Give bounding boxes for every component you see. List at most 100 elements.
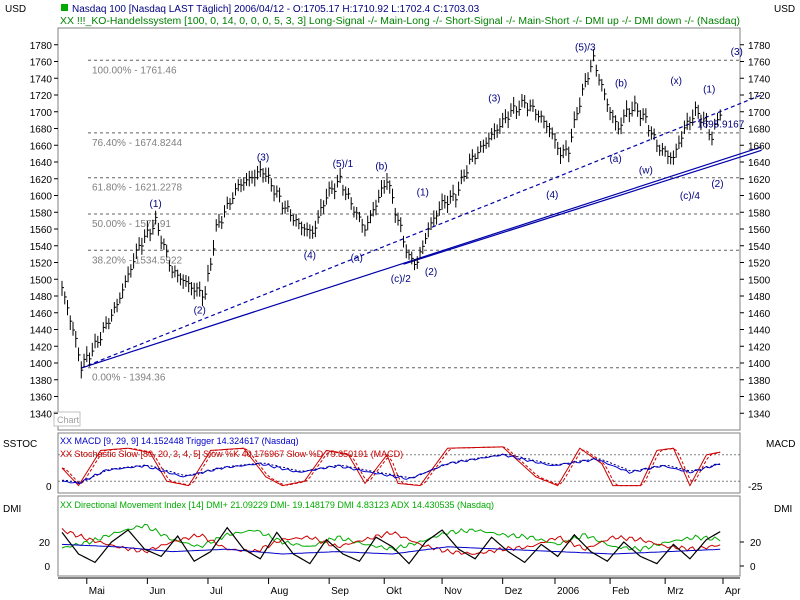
left-y-tick-label: 1500 — [30, 275, 53, 286]
chart-title: Nasdaq 100 [Nasdaq LAST Täglich] 2006/04… — [72, 4, 480, 15]
left-y-tick-label: 1700 — [30, 108, 53, 119]
sstoc-panel-frame — [57, 432, 741, 494]
sstoc-panel-label: SSTOC — [3, 439, 37, 450]
wave-label: (2) — [711, 179, 723, 190]
right-y-tick-label: 1740 — [748, 74, 771, 85]
right-y-tick-label: 1480 — [748, 292, 771, 303]
dmi-panel-frame — [57, 495, 741, 577]
left-y-tick-label: 1420 — [30, 342, 53, 353]
left-y-tick-label: 1340 — [30, 409, 53, 420]
wave-label: (c)/4 — [680, 191, 700, 202]
wave-label: (1) — [703, 84, 715, 95]
right-y-tick-label: 1700 — [748, 108, 771, 119]
stoch-slow-d-line — [61, 446, 721, 487]
right-y-tick-label: 1500 — [748, 275, 771, 286]
month-label: Mrz — [667, 586, 684, 597]
month-label: Feb — [612, 586, 630, 597]
left-y-tick-label: 1520 — [30, 259, 53, 270]
wave-label: (a) — [609, 154, 621, 165]
left-y-tick-label: 1740 — [30, 74, 53, 85]
right-y-tick-label: 1420 — [748, 342, 771, 353]
left-y-tick-label: 1720 — [30, 91, 53, 102]
month-label: Mai — [89, 586, 105, 597]
left-y-tick-label: 1760 — [30, 58, 53, 69]
last-value-label: 1695.9167 — [697, 120, 745, 131]
right-y-tick-label: 1780 — [748, 41, 771, 52]
month-label: Nov — [444, 586, 462, 597]
dmi-line — [61, 526, 721, 565]
right-axis-unit: USD — [774, 4, 795, 15]
right-y-tick-label: 1580 — [748, 208, 771, 219]
left-y-tick-label: 1380 — [30, 376, 53, 387]
left-y-tick-label: 1400 — [30, 359, 53, 370]
right-y-tick-label: 1540 — [748, 242, 771, 253]
right-y-tick-label: 1760 — [748, 58, 771, 69]
month-label: Aug — [271, 586, 289, 597]
watermark-text: Chart — [57, 415, 80, 425]
stoch-slow-k-line — [61, 446, 721, 487]
right-y-tick-label: 1340 — [748, 409, 771, 420]
month-label: Jun — [149, 586, 165, 597]
left-y-tick-label: 1600 — [30, 192, 53, 203]
left-y-tick-label: 1640 — [30, 158, 53, 169]
adx-line — [61, 543, 721, 555]
right-y-tick-label: 1720 — [748, 91, 771, 102]
fib-level-label: 61.80% - 1621.2278 — [92, 183, 183, 194]
trading-system-legend: XX !!!_KO-Handelssystem [100, 0, 14, 0, … — [60, 16, 740, 27]
dmi-minus-line — [61, 528, 721, 555]
right-y-tick-label: 1360 — [748, 393, 771, 404]
wave-label: (5)/3 — [575, 43, 596, 54]
right-y-tick-label: 1400 — [748, 359, 771, 370]
left-y-tick-label: 1660 — [30, 141, 53, 152]
sstoc-tick-label: 0 — [46, 482, 52, 493]
wave-label: (w) — [639, 166, 653, 177]
dmi-legend: XX Directional Movement Index [14] DMI+ … — [60, 500, 494, 510]
month-label: Apr — [725, 586, 741, 597]
left-y-tick-label: 1560 — [30, 225, 53, 236]
fib-level-label: 0.00% - 1394.36 — [92, 373, 166, 384]
fib-level-label: 38.20% - 1534.5922 — [92, 255, 183, 266]
dmi-left-tick-label: 20 — [39, 538, 51, 549]
wave-label: (3) — [257, 152, 269, 163]
left-y-tick-label: 1780 — [30, 41, 53, 52]
dmi-left-tick-label: 0 — [44, 562, 50, 573]
macd-panel-label: MACD — [766, 439, 795, 450]
dmi-right-tick-label: 0 — [750, 562, 756, 573]
fib-level-label: 100.00% - 1761.46 — [92, 65, 177, 76]
wave-label: (x) — [670, 76, 682, 87]
support-trendline — [403, 149, 762, 265]
right-y-tick-label: 1660 — [748, 141, 771, 152]
month-label: 2006 — [557, 586, 580, 597]
left-y-tick-label: 1440 — [30, 326, 53, 337]
left-y-tick-label: 1360 — [30, 393, 53, 404]
wave-label: (4) — [304, 250, 316, 261]
left-y-tick-label: 1680 — [30, 125, 53, 136]
dmi-panel-label-right: DMI — [774, 504, 792, 515]
dmi-right-tick-label: 20 — [750, 538, 762, 549]
right-y-tick-label: 1440 — [748, 326, 771, 337]
left-y-tick-label: 1460 — [30, 309, 53, 320]
left-y-tick-label: 1620 — [30, 175, 53, 186]
macd-line — [61, 453, 721, 485]
right-y-tick-label: 1680 — [748, 125, 771, 136]
wave-label: (3) — [731, 47, 743, 58]
wave-label: (5)/1 — [333, 159, 354, 170]
macd-tick-label: -25 — [748, 482, 763, 493]
month-label: Sep — [331, 586, 349, 597]
month-label: Jul — [210, 586, 223, 597]
wave-label: (1) — [417, 188, 429, 199]
right-y-tick-label: 1460 — [748, 309, 771, 320]
watermark-box — [53, 411, 81, 427]
month-label: Dez — [505, 586, 523, 597]
right-y-tick-label: 1520 — [748, 259, 771, 270]
right-y-tick-label: 1560 — [748, 225, 771, 236]
fib-level-label: 50.00% - 1577.91 — [92, 219, 171, 230]
wave-label: (b) — [375, 162, 387, 173]
right-y-tick-label: 1620 — [748, 175, 771, 186]
wave-label: (c)/2 — [391, 274, 411, 285]
dmi-panel-label-left: DMI — [3, 504, 21, 515]
wave-label: (1) — [150, 199, 162, 210]
wave-label: (2) — [425, 267, 437, 278]
